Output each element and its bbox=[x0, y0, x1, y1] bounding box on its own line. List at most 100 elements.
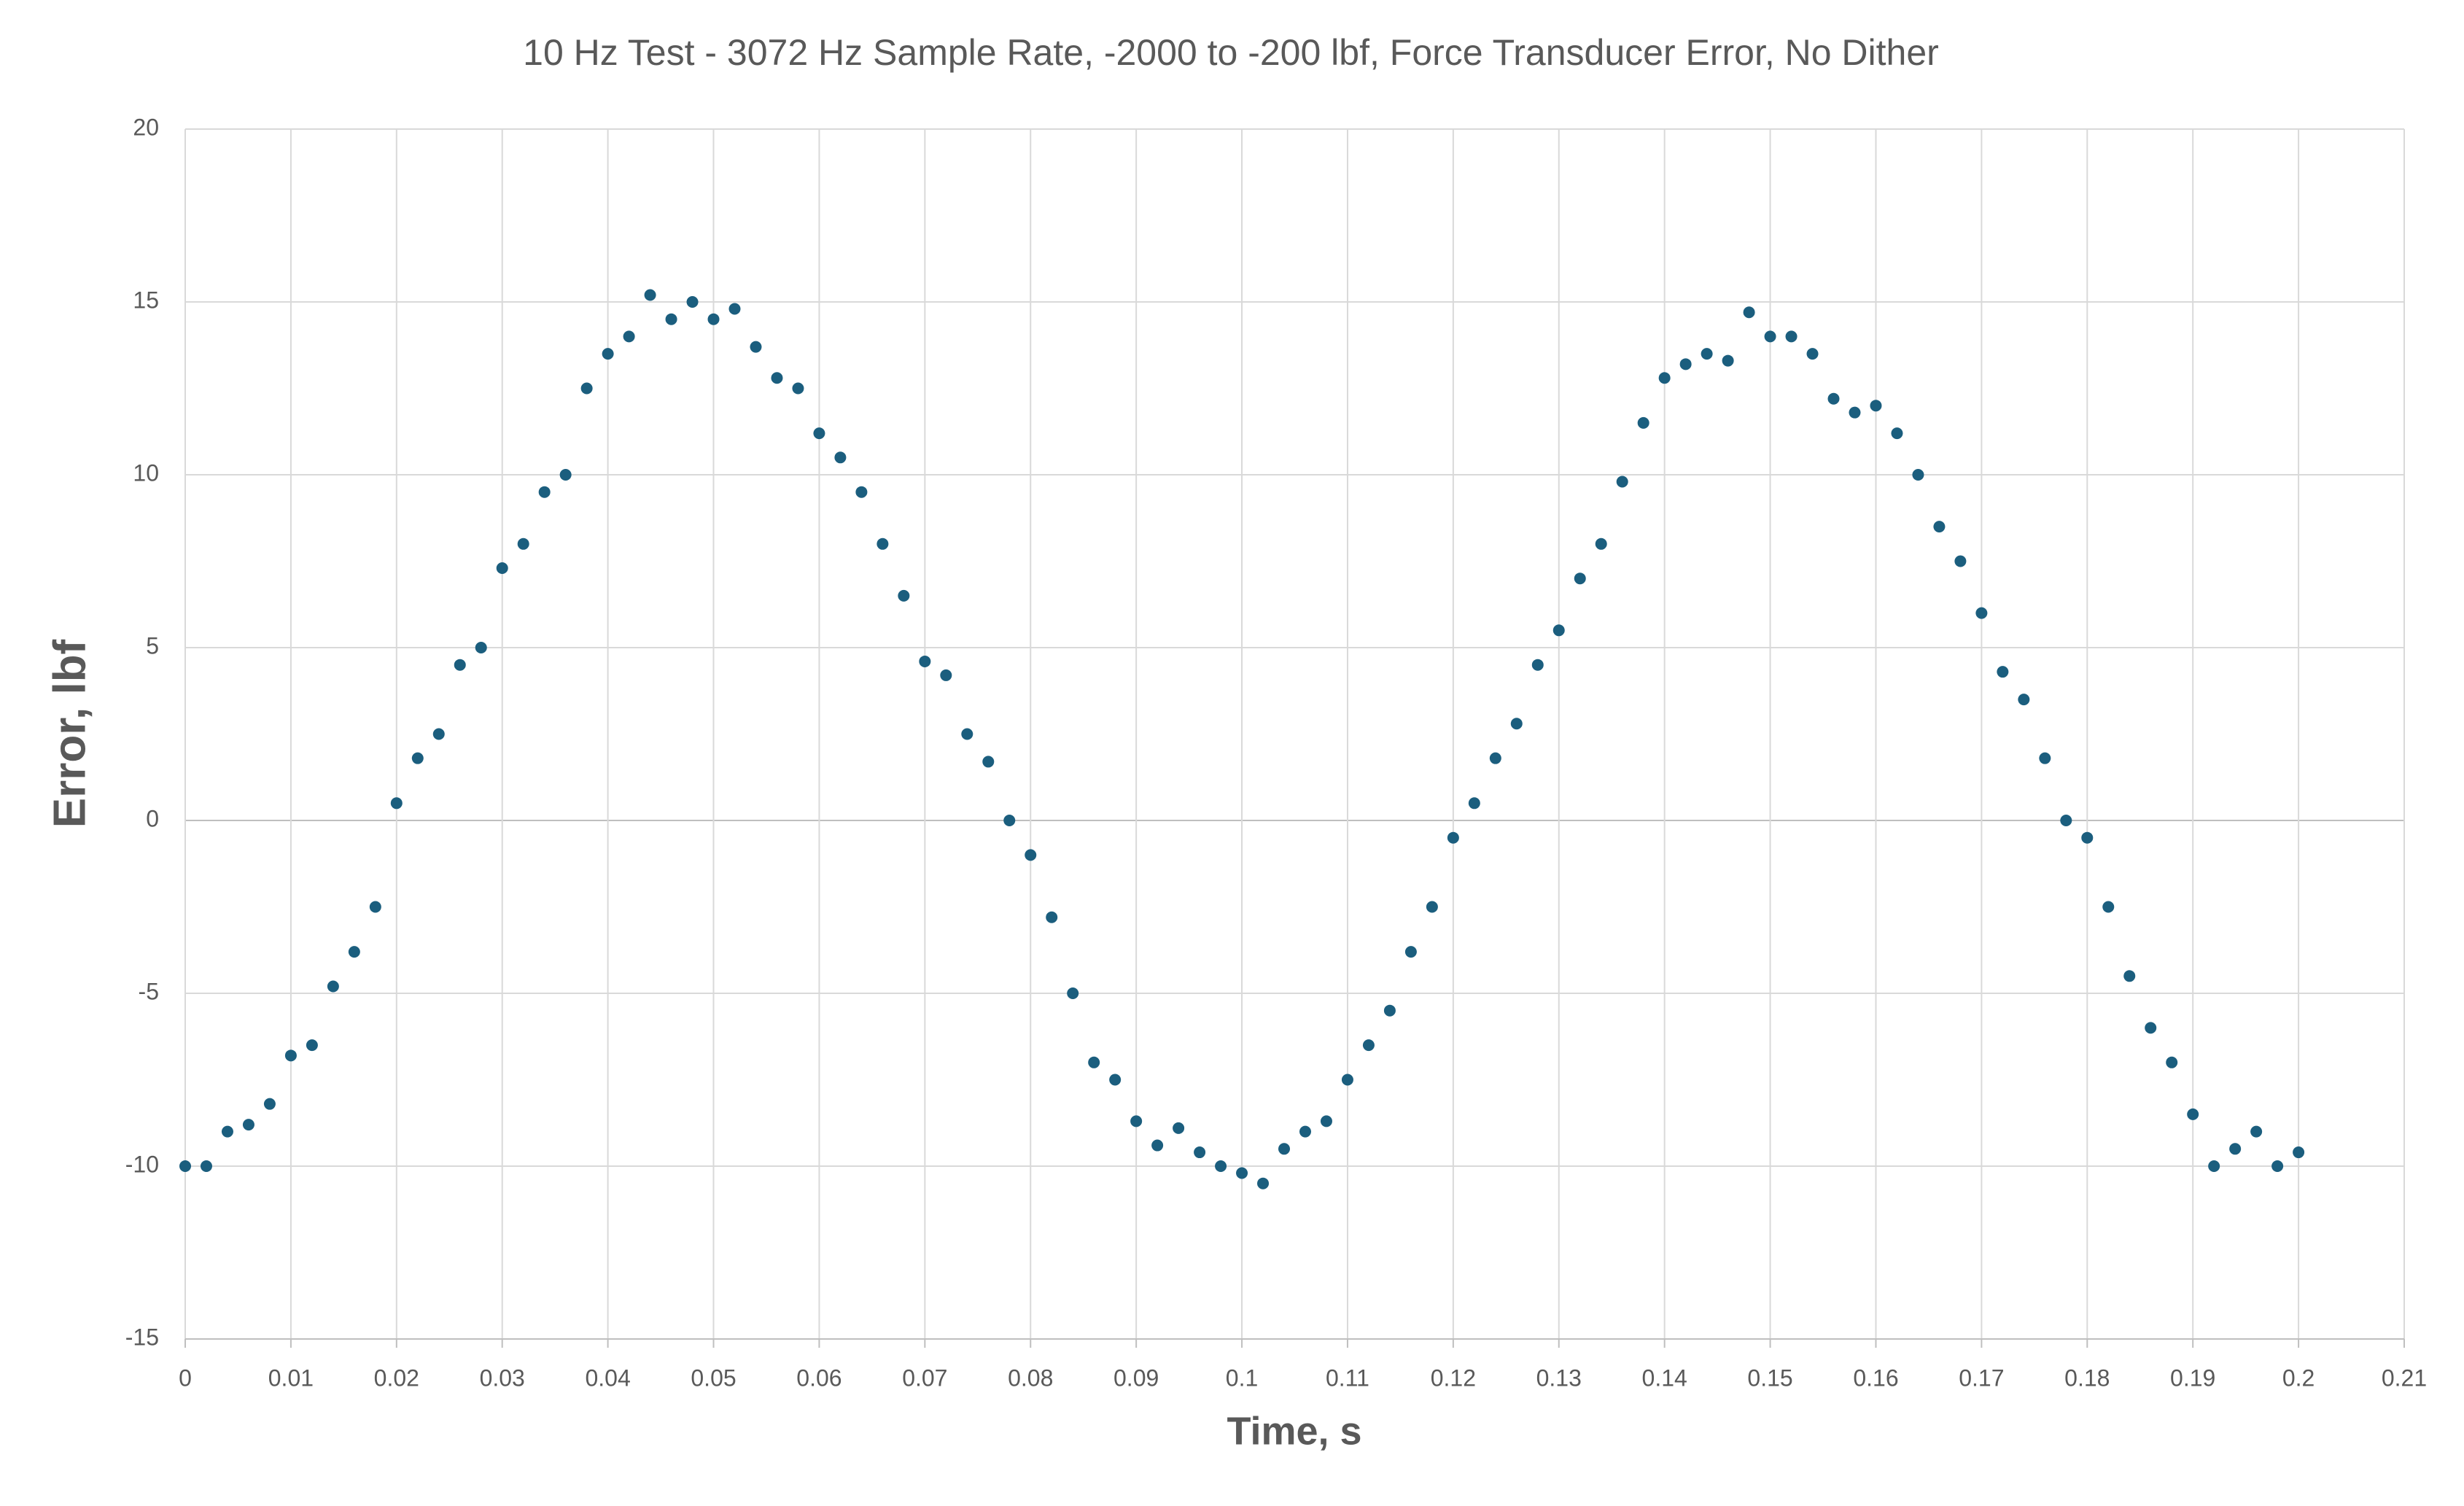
data-point bbox=[496, 562, 508, 574]
x-tick-label: 0.07 bbox=[902, 1365, 947, 1391]
data-point bbox=[1785, 330, 1798, 343]
data-point bbox=[707, 313, 720, 325]
y-tick-label: -10 bbox=[125, 1151, 159, 1177]
data-point bbox=[813, 427, 825, 440]
data-point bbox=[179, 1160, 191, 1172]
data-point bbox=[834, 451, 847, 464]
data-point bbox=[1447, 831, 1459, 844]
x-tick-label: 0.16 bbox=[1853, 1365, 1898, 1391]
data-point bbox=[1404, 946, 1417, 958]
x-axis-title: Time, s bbox=[1227, 1409, 1361, 1453]
data-point bbox=[2250, 1125, 2263, 1138]
chart-title: 10 Hz Test - 3072 Hz Sample Rate, -2000 … bbox=[523, 32, 1939, 73]
data-point bbox=[390, 797, 403, 810]
data-point bbox=[1173, 1122, 1185, 1134]
data-point bbox=[1130, 1115, 1143, 1127]
y-tick-label: 10 bbox=[133, 459, 159, 486]
data-point bbox=[1870, 400, 1882, 412]
data-point bbox=[2293, 1146, 2305, 1159]
data-point bbox=[2060, 815, 2072, 826]
data-point bbox=[369, 901, 381, 913]
data-point bbox=[1658, 372, 1671, 384]
data-point bbox=[1912, 469, 1924, 481]
data-point bbox=[686, 296, 699, 308]
data-point bbox=[1701, 348, 1713, 360]
data-point bbox=[559, 469, 572, 481]
data-point bbox=[348, 946, 360, 958]
data-point bbox=[2271, 1160, 2284, 1172]
x-tick-label: 0.1 bbox=[1226, 1365, 1258, 1391]
x-tick-label: 0 bbox=[179, 1365, 192, 1391]
data-point bbox=[1194, 1146, 1206, 1159]
data-point bbox=[855, 486, 868, 498]
x-tick-label: 0.09 bbox=[1114, 1365, 1159, 1391]
x-tick-label: 0.04 bbox=[585, 1365, 630, 1391]
data-point bbox=[1468, 797, 1480, 810]
data-point bbox=[327, 980, 339, 993]
y-tick-label: 20 bbox=[133, 114, 159, 140]
data-point bbox=[771, 372, 783, 384]
data-point bbox=[517, 537, 529, 550]
data-point bbox=[1552, 624, 1565, 637]
x-tick-label: 0.19 bbox=[2170, 1365, 2215, 1391]
data-point bbox=[1257, 1177, 1270, 1189]
x-tick-label: 0.08 bbox=[1008, 1365, 1053, 1391]
data-point bbox=[1891, 427, 1903, 440]
data-point bbox=[411, 752, 424, 764]
data-point bbox=[1827, 392, 1840, 405]
data-point bbox=[242, 1119, 254, 1131]
data-point bbox=[940, 669, 952, 681]
data-point bbox=[1299, 1125, 1311, 1138]
data-point bbox=[454, 659, 466, 671]
data-point bbox=[1806, 348, 1819, 360]
data-point bbox=[1046, 911, 1058, 923]
data-point bbox=[1510, 718, 1523, 730]
data-point bbox=[2145, 1022, 2157, 1034]
x-tick-label: 0.01 bbox=[268, 1365, 314, 1391]
data-point bbox=[1975, 607, 1988, 619]
data-point bbox=[982, 756, 995, 768]
data-point bbox=[623, 330, 635, 343]
x-tick-label: 0.06 bbox=[796, 1365, 842, 1391]
y-tick-label: 15 bbox=[133, 287, 159, 313]
data-point bbox=[1109, 1074, 1122, 1086]
data-point bbox=[2208, 1160, 2220, 1172]
data-point bbox=[1067, 987, 1079, 999]
data-point bbox=[475, 642, 487, 653]
data-point bbox=[432, 728, 445, 740]
data-point bbox=[2187, 1108, 2199, 1120]
data-point bbox=[665, 313, 677, 325]
data-point bbox=[1215, 1160, 1227, 1172]
data-point bbox=[1849, 406, 1861, 419]
data-point bbox=[1489, 752, 1501, 764]
data-point bbox=[2018, 694, 2030, 706]
data-point bbox=[728, 303, 741, 315]
data-point bbox=[221, 1125, 233, 1138]
data-point bbox=[2123, 970, 2136, 982]
data-point bbox=[1383, 1004, 1396, 1017]
data-point bbox=[1341, 1074, 1353, 1086]
x-tick-label: 0.05 bbox=[691, 1365, 736, 1391]
x-tick-label: 0.14 bbox=[1642, 1365, 1687, 1391]
data-point bbox=[1025, 849, 1037, 861]
x-tick-label: 0.18 bbox=[2064, 1365, 2110, 1391]
y-tick-label: -5 bbox=[139, 978, 159, 1004]
x-tick-label: 0.12 bbox=[1431, 1365, 1476, 1391]
data-point bbox=[2039, 752, 2051, 764]
data-point bbox=[1743, 306, 1755, 319]
data-point bbox=[919, 655, 931, 667]
data-point bbox=[1997, 666, 2009, 678]
data-point bbox=[750, 341, 762, 353]
data-point bbox=[2102, 901, 2115, 913]
data-point bbox=[1320, 1115, 1332, 1127]
data-point bbox=[284, 1049, 297, 1062]
x-tick-label: 0.03 bbox=[480, 1365, 525, 1391]
data-point bbox=[2166, 1056, 2178, 1068]
data-point bbox=[1595, 537, 1607, 550]
data-point bbox=[580, 382, 593, 395]
data-point bbox=[1616, 476, 1628, 488]
data-point bbox=[792, 382, 804, 395]
x-tick-label: 0.02 bbox=[374, 1365, 419, 1391]
